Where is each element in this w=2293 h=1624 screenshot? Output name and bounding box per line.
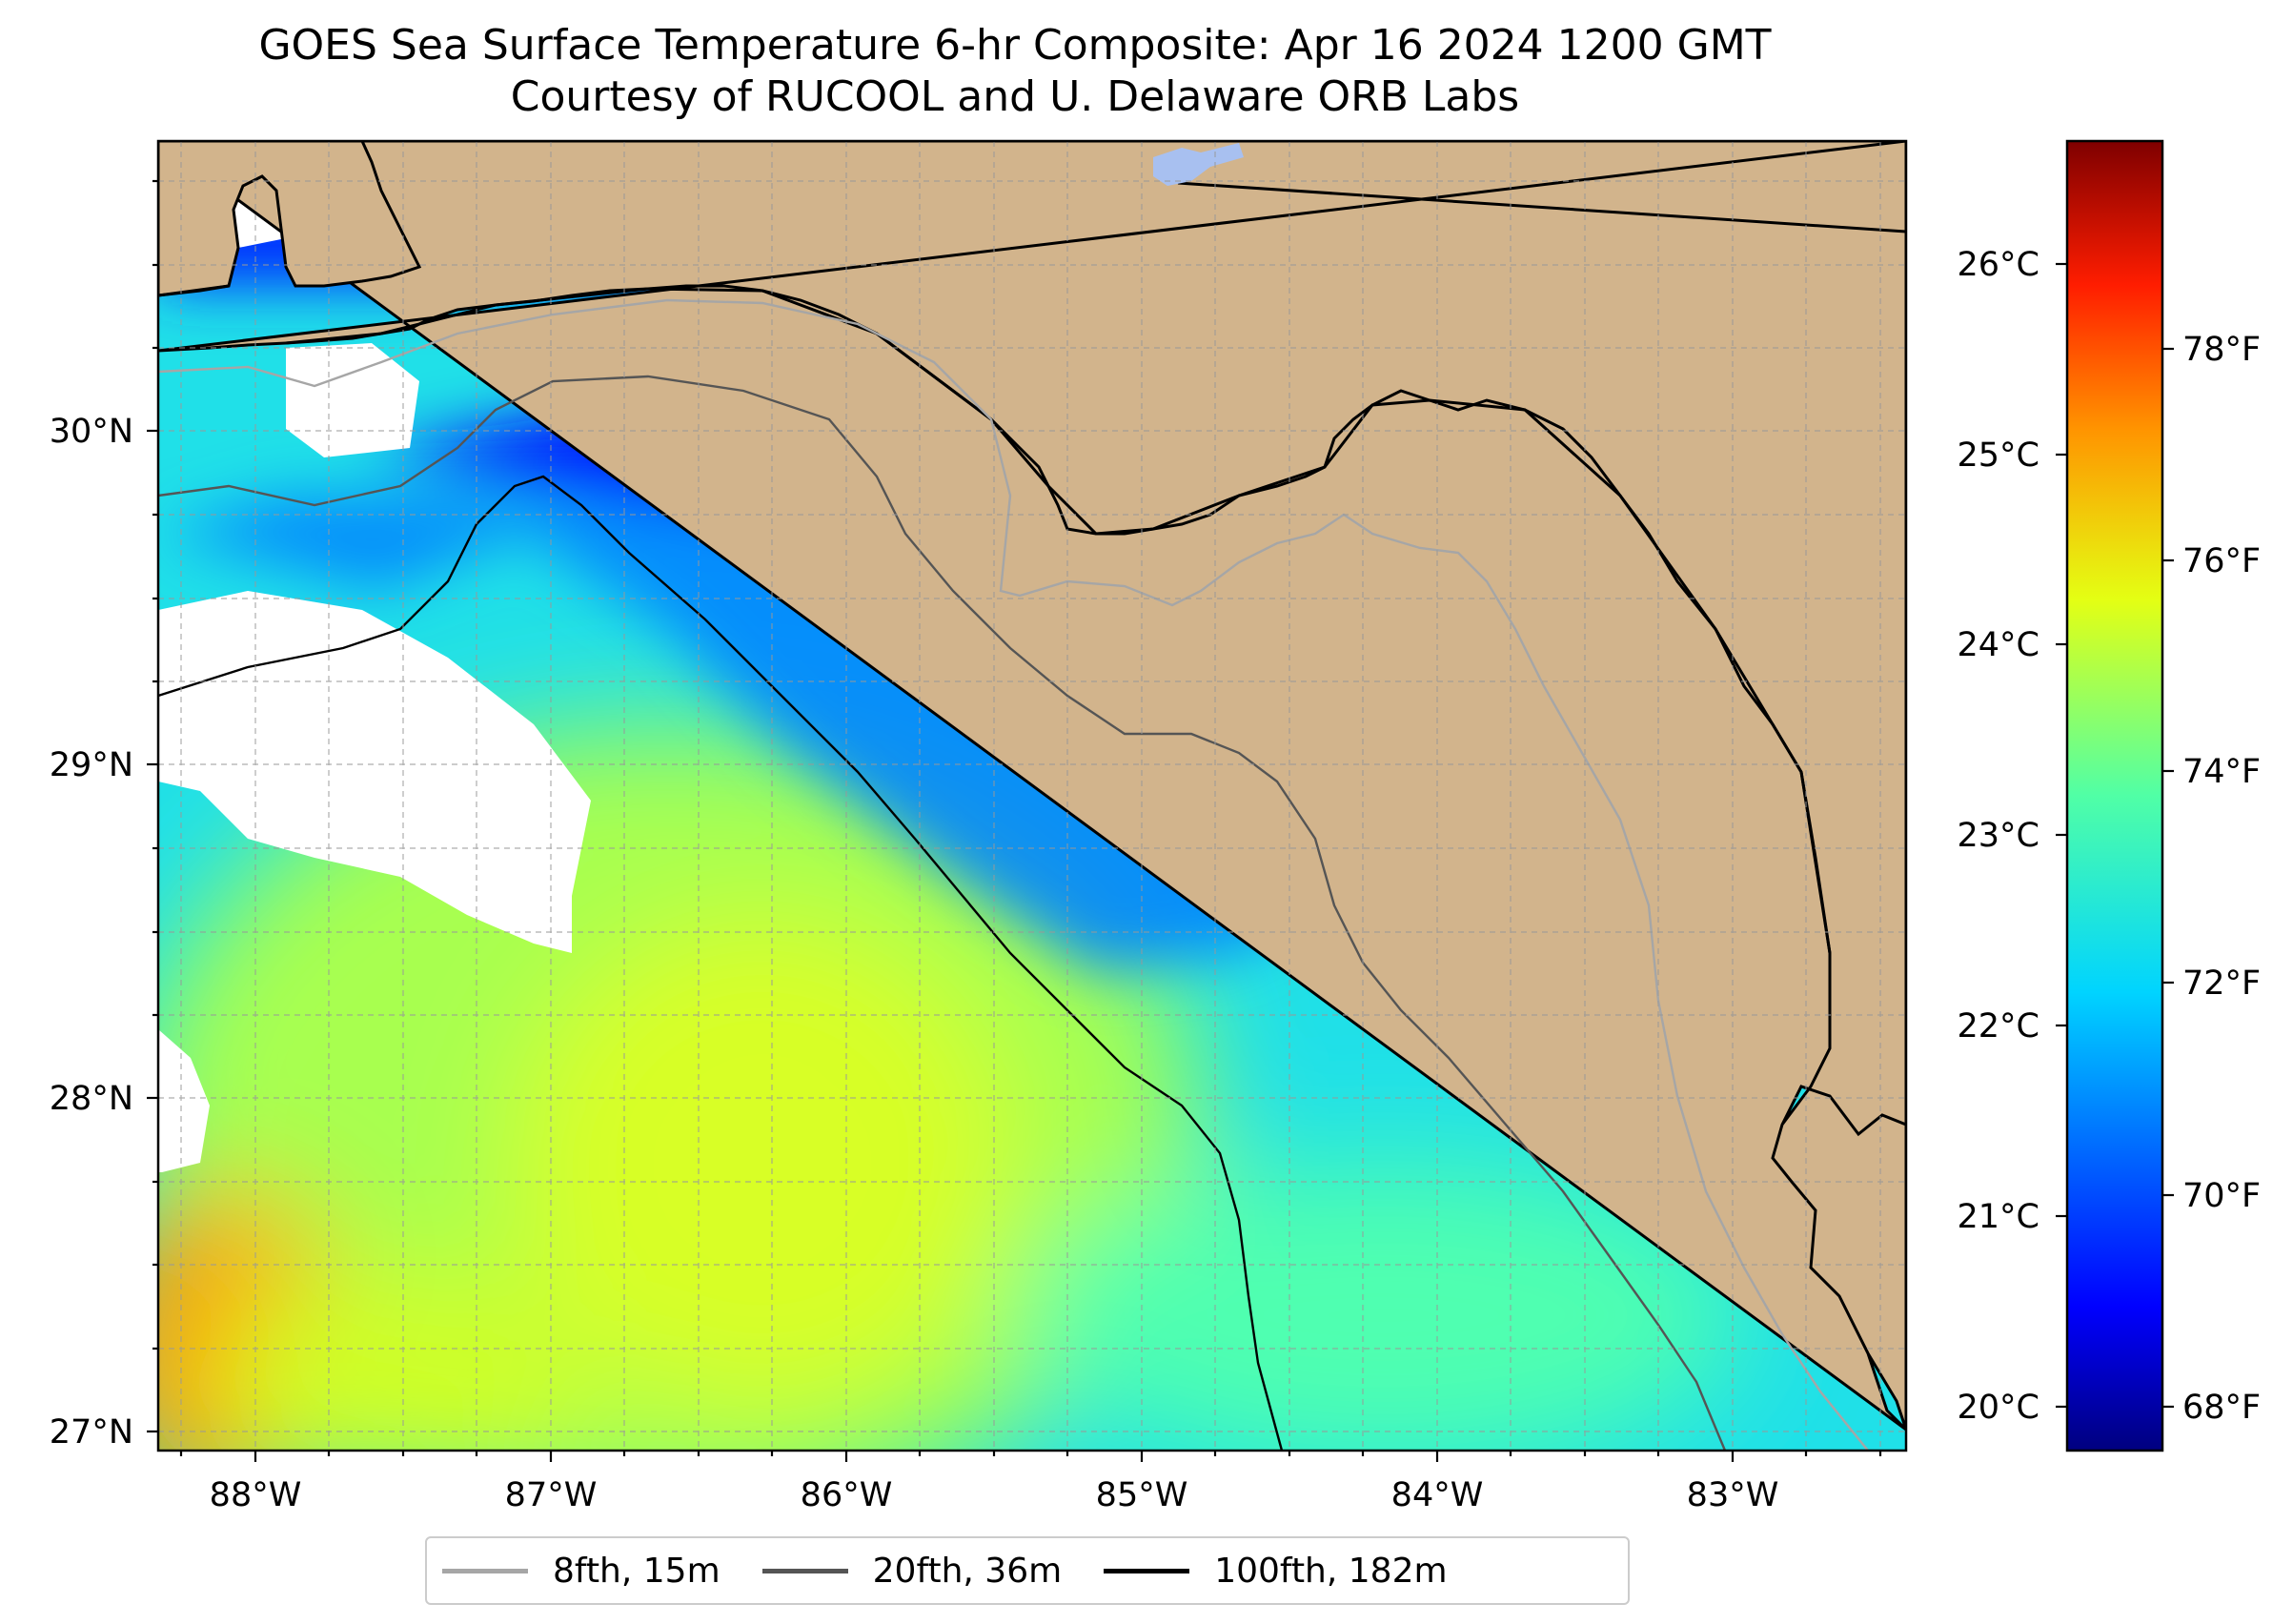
lake: [1153, 143, 1244, 186]
state-boundary: [1177, 181, 1906, 233]
colorbar-c-24: 24°C: [1958, 626, 2039, 664]
lon-label-88: 88°W: [210, 1476, 302, 1514]
map-frame: [156, 139, 1908, 1452]
colorbar-f-68: 68°F: [2182, 1389, 2261, 1427]
colorbar-c-26: 26°C: [1958, 246, 2039, 284]
legend-label-100fth: 100fth, 182m: [1214, 1551, 1448, 1591]
colorbar-c-22: 22°C: [1958, 1007, 2039, 1045]
map-content: [158, 141, 1906, 1451]
colorbar-c-20: 20°C: [1958, 1389, 2039, 1427]
colorbar-celsius-ticks: [2056, 262, 2067, 1409]
colorbar-f-70: 70°F: [2182, 1177, 2261, 1215]
lon-label-86: 86°W: [801, 1476, 893, 1514]
lat-ticks: [147, 179, 158, 1433]
lon-label-87: 87°W: [505, 1476, 598, 1514]
colorbar-f-74: 74°F: [2182, 753, 2261, 791]
colorbar: [2065, 139, 2164, 1452]
colorbar-f-78: 78°F: [2182, 331, 2261, 369]
sst-warm-field: [158, 724, 1744, 1451]
colorbar-c-23: 23°C: [1958, 817, 2039, 855]
colorbar-f-72: 72°F: [2182, 964, 2261, 1003]
legend-swatch-8fth: [442, 1568, 528, 1573]
lat-label-28: 28°N: [50, 1080, 133, 1118]
colorbar-c-25: 25°C: [1958, 436, 2039, 475]
legend-swatch-20fth: [761, 1568, 848, 1573]
colorbar-fahrenheit-ticks: [2162, 347, 2174, 1409]
lon-ticks: [179, 1451, 1882, 1462]
contour-182m: [158, 475, 1284, 1451]
contour-15m: [158, 298, 1869, 1451]
chart-title: GOES Sea Surface Temperature 6-hr Compos…: [258, 21, 1772, 70]
lat-label-27: 27°N: [50, 1413, 133, 1451]
lat-label-29: 29°N: [50, 746, 133, 784]
land-pensacola-peninsula: [158, 141, 422, 297]
gridlines: [158, 141, 1906, 1451]
legend: 8fth, 15m 20fth, 36m 100fth, 182m: [425, 1536, 1630, 1605]
colorbar-f-76: 76°F: [2182, 542, 2261, 580]
legend-label-8fth: 8fth, 15m: [553, 1551, 720, 1591]
lon-label-84: 84°W: [1391, 1476, 1484, 1514]
colorbar-c-21: 21°C: [1958, 1198, 2039, 1236]
legend-item-100fth: 100fth, 182m: [1104, 1551, 1448, 1591]
legend-label-20fth: 20fth, 36m: [872, 1551, 1063, 1591]
coastline: [158, 284, 1832, 1048]
lon-label-83: 83°W: [1687, 1476, 1779, 1514]
lat-label-30: 30°N: [50, 413, 133, 451]
chart-subtitle: Courtesy of RUCOOL and U. Delaware ORB L…: [510, 72, 1520, 121]
contour-36m: [158, 375, 1727, 1451]
lon-label-85: 85°W: [1096, 1476, 1188, 1514]
legend-item-20fth: 20fth, 36m: [761, 1551, 1063, 1591]
legend-item-8fth: 8fth, 15m: [442, 1552, 720, 1591]
legend-swatch-100fth: [1104, 1568, 1190, 1573]
